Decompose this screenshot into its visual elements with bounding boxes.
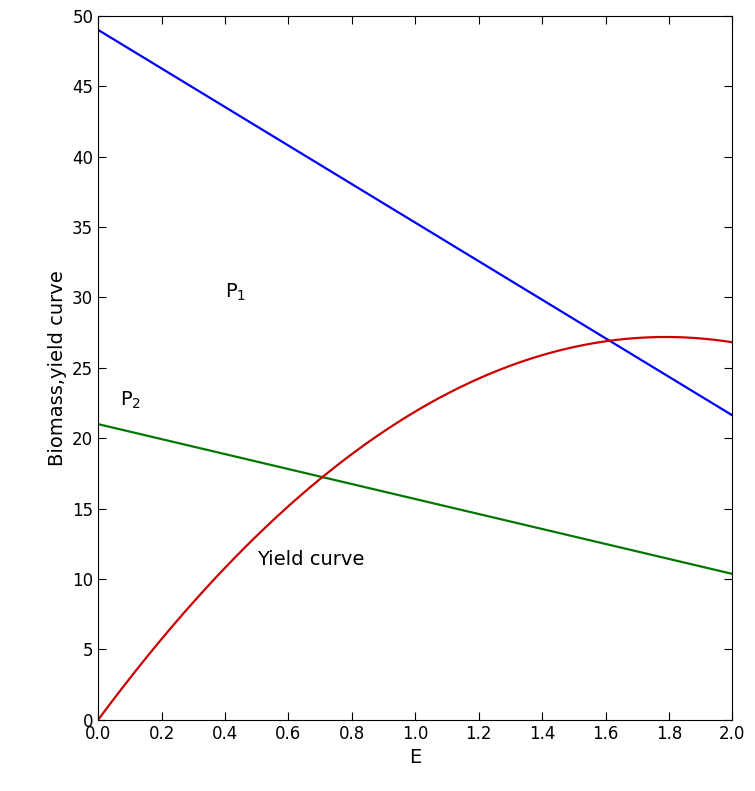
X-axis label: E: E [409, 748, 421, 767]
Y-axis label: Biomass,yield curve: Biomass,yield curve [48, 270, 66, 466]
Text: P$_1$: P$_1$ [225, 282, 246, 303]
Text: P$_2$: P$_2$ [120, 390, 141, 411]
Text: Yield curve: Yield curve [257, 550, 364, 569]
